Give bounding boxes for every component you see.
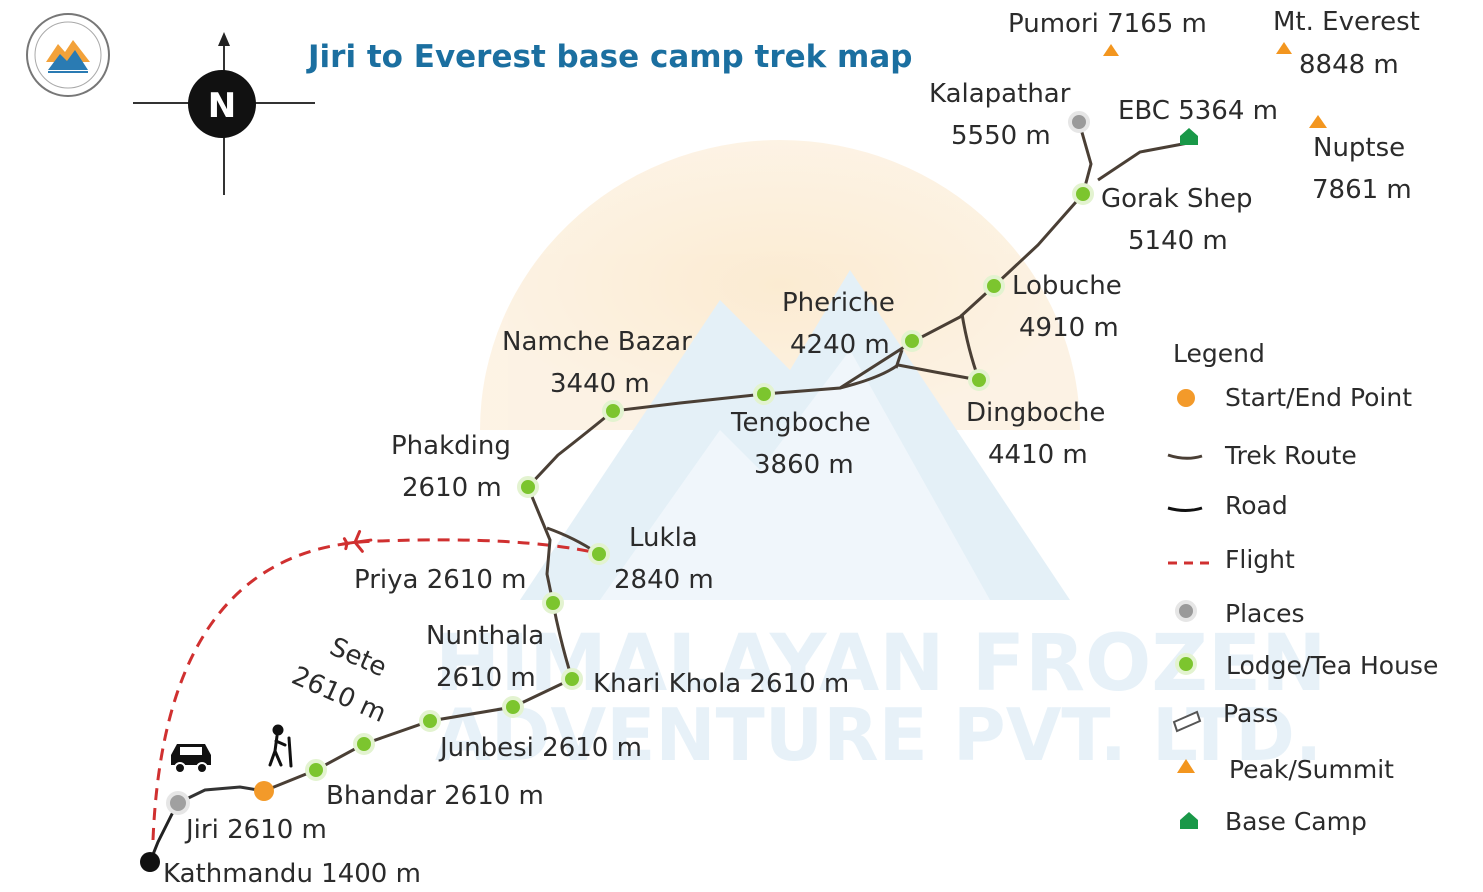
route-points xyxy=(140,42,1327,872)
legend-base-camp-icon xyxy=(1180,812,1198,829)
lobuche-lodge-marker xyxy=(983,275,1005,297)
sete-lodge-marker xyxy=(353,733,375,755)
ebc-base-camp-icon xyxy=(1180,128,1198,145)
legend-title: Legend xyxy=(1173,339,1265,368)
label-namche-name: Namche Bazar xyxy=(502,327,692,357)
legend-item-start-end: Start/End Point xyxy=(1225,383,1412,412)
dingboche-lodge-marker xyxy=(968,369,990,391)
jiri-place-marker xyxy=(166,791,190,815)
label-everest-name: Mt. Everest xyxy=(1273,7,1420,37)
tengboche-lodge-marker xyxy=(753,383,775,405)
phakding-lodge-marker xyxy=(517,476,539,498)
trek-route-pheriche-link xyxy=(894,349,904,369)
flight-route xyxy=(151,538,598,841)
label-dingboche-altitude: 4410 m xyxy=(988,440,1088,470)
map-title: Jiri to Everest base camp trek map xyxy=(306,39,912,75)
label-dingboche-name: Dingboche xyxy=(966,398,1105,428)
road-route-jiri xyxy=(177,785,265,805)
junbesi-lodge-marker xyxy=(419,710,441,732)
car-icon xyxy=(171,744,211,774)
label-nuptse-name: Nuptse xyxy=(1313,133,1405,163)
nuptse-peak-icon xyxy=(1309,115,1327,128)
watermark: HIMALAYAN FROZEN ADVENTURE PVT. LTD. xyxy=(435,140,1326,777)
company-logo xyxy=(26,13,110,97)
label-jiri: Jiri 2610 m xyxy=(184,815,327,845)
label-sete-name: Sete xyxy=(325,632,391,683)
label-junbesi: Junbesi 2610 m xyxy=(438,733,642,763)
namche-lodge-marker xyxy=(602,400,624,422)
label-kathmandu: Kathmandu 1400 m xyxy=(163,859,421,889)
label-nunthala-altitude: 2610 m xyxy=(436,663,536,693)
label-lobuche-altitude: 4910 m xyxy=(1019,313,1119,343)
legend-pass-icon xyxy=(1172,710,1202,733)
label-lobuche-name: Lobuche xyxy=(1012,271,1122,301)
legend-item-lodge: Lodge/Tea House xyxy=(1226,651,1438,680)
legend-road-line-icon xyxy=(1167,506,1203,512)
bhandar-lodge-marker xyxy=(305,759,327,781)
legend-item-road: Road xyxy=(1225,491,1288,520)
lukla-lodge-marker xyxy=(588,543,610,565)
legend-trek-line-icon xyxy=(1167,453,1203,460)
label-gorak-shep-name: Gorak Shep xyxy=(1101,184,1252,214)
north-compass: N xyxy=(133,32,315,195)
start-point-marker xyxy=(254,781,274,801)
legend-green-dot-icon xyxy=(1175,653,1197,675)
legend-item-flight: Flight xyxy=(1225,545,1295,574)
trekker-icon xyxy=(268,724,293,768)
label-priya: Priya 2610 m xyxy=(354,565,526,595)
label-everest-altitude: 8848 m xyxy=(1299,50,1399,80)
khari-khola-lodge-marker xyxy=(502,696,524,718)
label-pheriche-altitude: 4240 m xyxy=(790,330,890,360)
label-lukla-name: Lukla xyxy=(629,523,698,553)
legend-item-base-camp: Base Camp xyxy=(1225,807,1367,836)
label-pumori: Pumori 7165 m xyxy=(1008,9,1207,39)
label-tengboche-name: Tengboche xyxy=(730,408,871,438)
label-namche-altitude: 3440 m xyxy=(550,369,650,399)
label-lukla-altitude: 2840 m xyxy=(614,565,714,595)
label-ebc: EBC 5364 m xyxy=(1118,96,1278,126)
trek-route-ebc xyxy=(1097,141,1189,182)
label-nuptse-altitude: 7861 m xyxy=(1312,175,1412,205)
kalapathar-place-marker xyxy=(1068,111,1090,133)
map-legend: Legend Start/End Point Trek Route Road F… xyxy=(1167,339,1438,836)
compass-north-label: N xyxy=(208,86,236,126)
label-khari-khola: Khari Khola 2610 m xyxy=(593,669,849,699)
nunthala-lodge-marker xyxy=(561,668,583,690)
legend-item-trek-route: Trek Route xyxy=(1224,441,1357,470)
watermark-line2: ADVENTURE PVT. LTD. xyxy=(435,693,1322,777)
watermark-sun xyxy=(480,140,1080,430)
legend-item-places: Places xyxy=(1225,599,1305,628)
pheriche-lodge-marker xyxy=(901,330,923,352)
label-tengboche-altitude: 3860 m xyxy=(754,450,854,480)
label-gorak-shep-altitude: 5140 m xyxy=(1128,226,1228,256)
label-kalapathar-altitude: 5550 m xyxy=(951,121,1051,151)
legend-item-pass: Pass xyxy=(1223,699,1278,728)
trek-route-dingboche xyxy=(839,313,982,390)
label-bhandar: Bhandar 2610 m xyxy=(326,781,544,811)
gorak-shep-lodge-marker xyxy=(1072,183,1094,205)
airplane-icon xyxy=(341,530,373,553)
label-phakding-name: Phakding xyxy=(391,431,511,461)
priya-lodge-marker xyxy=(542,592,564,614)
place-labels: Kathmandu 1400 m Jiri 2610 m Bhandar 261… xyxy=(163,7,1420,889)
label-pheriche-name: Pheriche xyxy=(782,288,895,318)
pumori-peak-icon xyxy=(1103,44,1119,56)
everest-peak-icon xyxy=(1276,42,1292,54)
label-phakding-altitude: 2610 m xyxy=(402,473,502,503)
legend-peak-triangle-icon xyxy=(1177,759,1195,773)
kathmandu-end-point xyxy=(140,852,160,872)
legend-item-peak: Peak/Summit xyxy=(1229,755,1394,784)
road-route xyxy=(148,803,179,863)
label-nunthala-name: Nunthala xyxy=(426,621,544,651)
legend-start-dot-icon xyxy=(1177,389,1195,407)
legend-grey-dot-icon xyxy=(1175,600,1197,622)
label-kalapathar-name: Kalapathar xyxy=(929,79,1071,109)
